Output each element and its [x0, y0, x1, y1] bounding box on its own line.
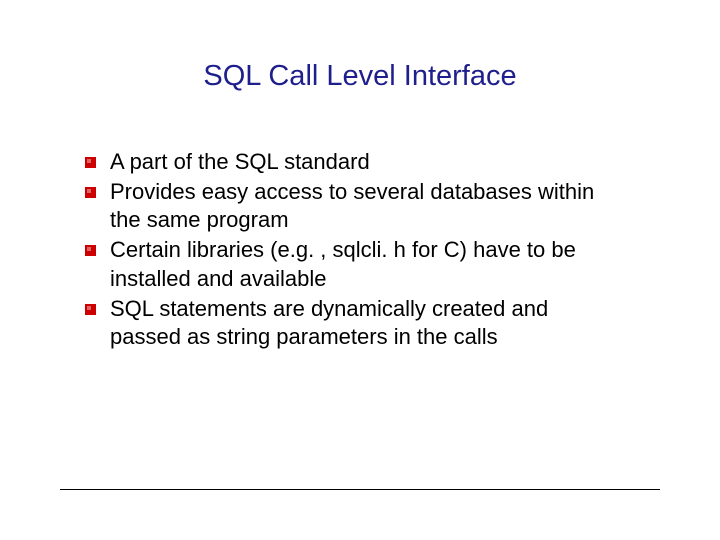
bullet-text: Certain libraries (e.g. , sqlcli. h for …	[110, 236, 620, 292]
list-item: Certain libraries (e.g. , sqlcli. h for …	[85, 236, 620, 292]
slide-container: SQL Call Level Interface A part of the S…	[0, 0, 720, 540]
slide-title: SQL Call Level Interface	[203, 60, 516, 92]
list-item: A part of the SQL standard	[85, 148, 620, 176]
bullet-icon	[85, 157, 96, 168]
bullet-text: Provides easy access to several database…	[110, 178, 620, 234]
bullet-icon	[85, 187, 96, 198]
bullet-text: A part of the SQL standard	[110, 148, 370, 176]
list-item: Provides easy access to several database…	[85, 178, 620, 234]
bullet-icon	[85, 304, 96, 315]
bullet-icon	[85, 245, 96, 256]
slide-title-container: SQL Call Level Interface	[140, 60, 580, 93]
list-item: SQL statements are dynamically created a…	[85, 295, 620, 351]
footer-divider	[60, 489, 660, 490]
bullet-text: SQL statements are dynamically created a…	[110, 295, 620, 351]
bullet-list: A part of the SQL standard Provides easy…	[60, 148, 660, 351]
